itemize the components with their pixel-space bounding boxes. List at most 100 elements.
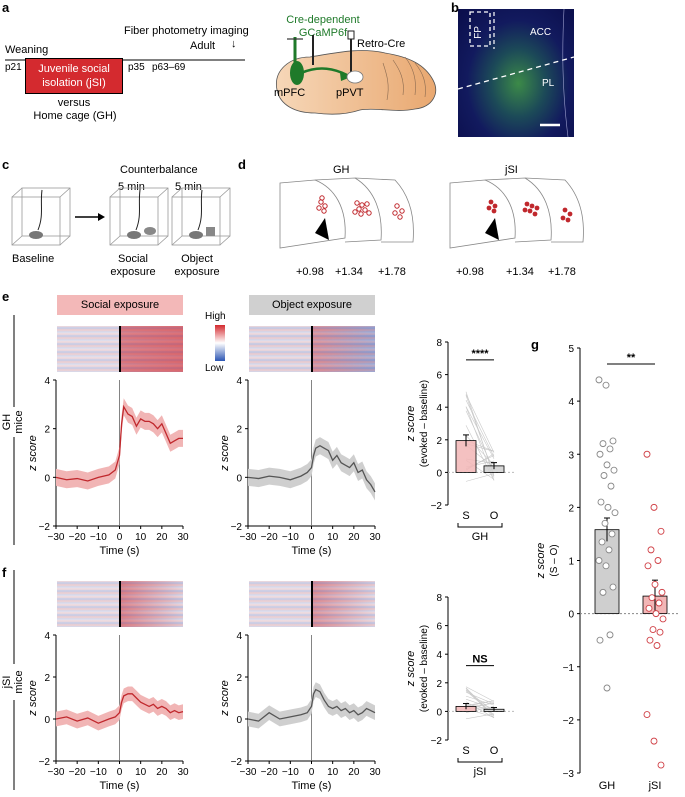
y-tick-label: 8 (436, 593, 442, 604)
paired-line (465, 399, 495, 457)
mpfc-label: mPFC (274, 87, 306, 99)
sem-band (56, 398, 183, 490)
y-tick-label: 5 (568, 344, 574, 355)
panel-label-f: f (2, 565, 7, 580)
y-tick-label: −2 (431, 501, 443, 512)
jsi-period-box: Juvenile social isolation (jSI) (25, 58, 123, 94)
object-caption-line1: Object (181, 253, 213, 265)
bar (594, 529, 620, 615)
data-point-gh (602, 381, 610, 389)
heatmap-onset-line (119, 326, 121, 372)
object-caption-line2: exposure (174, 266, 220, 278)
jsi-title: jSI (505, 164, 518, 176)
data-point-gh (595, 557, 603, 564)
y-tick-label: 1 (568, 557, 574, 568)
data-point-jsi (656, 628, 664, 636)
y-axis-title: z score (219, 435, 231, 471)
y-tick-label: −2 (231, 757, 243, 768)
significance-label: ** (627, 352, 636, 364)
x-axis-title: Time (s) (292, 780, 332, 792)
data-point-gh (602, 562, 610, 570)
box-line-1: Juvenile social (38, 63, 110, 75)
y-tick-label: 0 (44, 473, 50, 484)
y-axis-title: z score (27, 680, 39, 716)
data-point-jsi (643, 450, 651, 458)
baseline-label: Baseline (12, 253, 55, 265)
x-tick-label: −20 (261, 532, 278, 543)
data-point-gh (608, 530, 616, 538)
data-point-gh (599, 588, 607, 596)
heatmap-f-object (249, 581, 375, 627)
colorbar-low-label: Low (205, 363, 224, 374)
data-point-jsi (650, 737, 658, 745)
category-label: GH (599, 780, 616, 792)
x-tick-label: 30 (177, 532, 189, 543)
x-tick-label: −10 (282, 767, 299, 778)
data-point-jsi (657, 527, 665, 535)
category-label: S (462, 745, 469, 757)
y-tick-label: 0 (436, 707, 442, 718)
y-tick-label: 8 (436, 338, 442, 349)
x-tick-label: 20 (348, 532, 360, 543)
home-cage-label: Home cage (GH) (33, 110, 117, 122)
y-axis-title: z score (27, 435, 39, 471)
y-tick-label: −2 (39, 757, 51, 768)
x-tick-label: 20 (348, 767, 360, 778)
cre-dependent-label: Cre-dependent GCaMP6f (283, 14, 363, 40)
paired-line (465, 698, 495, 710)
data-point-gh (603, 461, 611, 469)
data-point-gh (596, 450, 604, 458)
x-tick-label: 20 (156, 767, 168, 778)
y-tick-label: 4 (436, 403, 442, 414)
gh-title: GH (333, 164, 350, 176)
jsi-coord-1: +0.98 (456, 266, 484, 278)
fp-label: FP (472, 26, 484, 39)
p21-label: p21 (5, 62, 22, 73)
x-tick-label: −10 (282, 532, 299, 543)
jsi-mice-label: jSI mice (1, 664, 25, 700)
fiber-photometry-label: Fiber photometry imaging (124, 25, 249, 37)
down-arrow-icon: ↓ (231, 38, 237, 50)
jsi-coord-3: +1.78 (548, 266, 576, 278)
box-line-2: isolation (jSI) (42, 77, 106, 89)
colorbar-high-label: High (205, 311, 226, 322)
gcamp-text: GCaMP6f (298, 27, 348, 39)
social-caption-line2: exposure (110, 266, 156, 278)
category-label: O (490, 745, 499, 757)
group-bracket (457, 523, 503, 528)
y-tick-label: 2 (44, 673, 50, 684)
x-tick-label: −10 (90, 767, 107, 778)
histology-image: FP ACC PL (458, 9, 574, 137)
data-point-jsi (650, 503, 658, 511)
p35-label: p35 (128, 62, 145, 73)
x-tick-label: 30 (369, 767, 381, 778)
data-point-jsi (643, 711, 651, 719)
x-axis-title: Time (s) (100, 545, 140, 557)
social-exposure-caption: Social exposure (108, 253, 158, 279)
x-tick-label: −10 (90, 532, 107, 543)
y-tick-label: −3 (563, 769, 575, 780)
data-point-gh (595, 376, 603, 384)
data-point-jsi (653, 642, 661, 649)
data-point-gh (609, 583, 617, 591)
heatmap-e-object (249, 326, 375, 372)
group-bracket (457, 758, 503, 763)
data-point-jsi (654, 557, 662, 564)
histology-overlay (458, 9, 574, 137)
y-tick-label: 2 (44, 425, 50, 436)
gh-coord-2: +1.34 (335, 266, 363, 278)
y-tick-label: 4 (44, 376, 50, 387)
x-tick-label: −30 (240, 767, 257, 778)
y-axis-title-line1: z score (405, 651, 417, 687)
panel-label-c: c (2, 157, 10, 172)
x-axis-title: Time (s) (292, 545, 332, 557)
panel-label-d: d (238, 157, 246, 172)
x-tick-label: 0 (309, 767, 315, 778)
sem-band (248, 437, 375, 501)
data-point-gh (598, 538, 606, 546)
x-tick-label: 0 (309, 532, 315, 543)
placement-maps (279, 177, 584, 249)
